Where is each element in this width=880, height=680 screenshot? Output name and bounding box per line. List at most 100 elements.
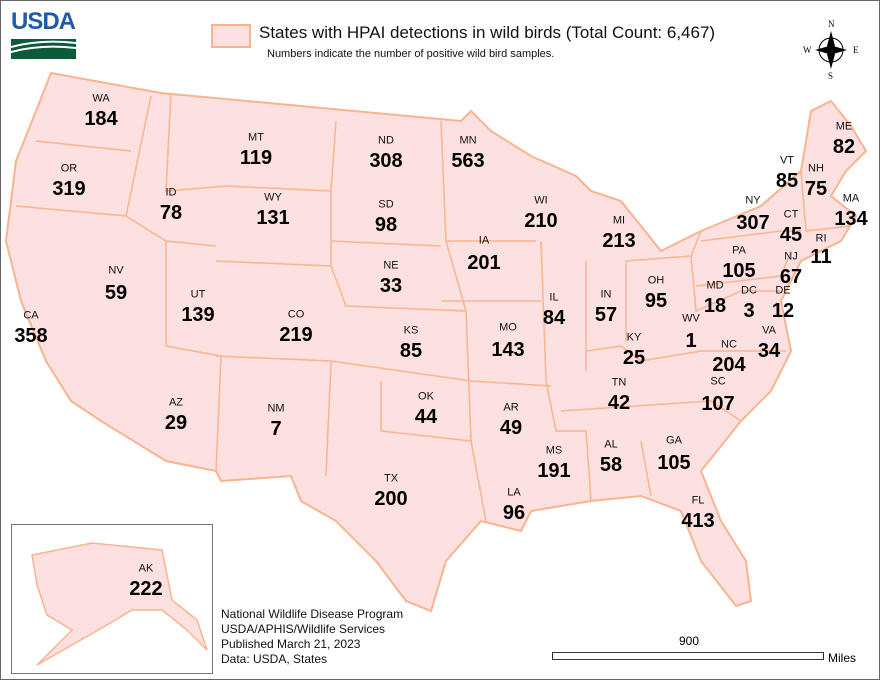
state-abbr-nv: NV: [108, 264, 124, 277]
state-count-nc: 204: [712, 354, 746, 376]
credit-line: Data: USDA, States: [221, 652, 328, 666]
state-count-ok: 44: [414, 406, 438, 428]
state-count-mi: 213: [602, 230, 636, 252]
state-abbr-dc: DC: [741, 284, 757, 297]
state-count-ma: 134: [834, 208, 868, 230]
state-abbr-ms: MS: [545, 444, 563, 457]
state-abbr-sd: SD: [378, 198, 394, 211]
state-count-nd: 308: [369, 150, 403, 172]
state-count-mt: 119: [239, 147, 273, 169]
credit-line: National Wildlife Disease Program: [221, 607, 404, 621]
state-count-fl: 413: [681, 510, 715, 532]
state-abbr-ks: KS: [403, 324, 419, 337]
state-count-wv: 1: [685, 330, 697, 352]
state-count-id: 78: [159, 202, 183, 224]
state-abbr-ga: GA: [666, 434, 682, 447]
state-abbr-wv: WV: [682, 312, 700, 325]
state-abbr-co: CO: [287, 308, 305, 321]
alaska-shape: [31, 542, 208, 666]
state-abbr-in: IN: [600, 288, 612, 301]
state-count-va: 34: [757, 340, 781, 362]
state-count-ri: 11: [810, 246, 832, 268]
state-abbr-fl: FL: [691, 494, 705, 507]
compass-s: S: [828, 71, 834, 81]
alaska-inset: [11, 524, 213, 674]
state-count-nm: 7: [270, 418, 282, 440]
state-abbr-va: VA: [762, 324, 776, 337]
state-count-in: 57: [594, 304, 618, 326]
state-count-ar: 49: [499, 417, 523, 439]
state-count-me: 82: [832, 136, 856, 158]
state-abbr-wy: WY: [264, 191, 282, 204]
state-count-md: 18: [703, 295, 727, 317]
state-count-az: 29: [164, 412, 188, 434]
state-count-pa: 105: [722, 260, 756, 282]
state-borders: [15, 92, 852, 522]
credits: National Wildlife Disease Program USDA/A…: [221, 607, 403, 667]
state-count-de: 12: [771, 300, 795, 322]
state-abbr-tn: TN: [611, 376, 627, 389]
compass-rose-icon: N S W E: [801, 19, 861, 81]
legend-title: States with HPAI detections in wild bird…: [259, 23, 716, 42]
state-count-sd: 98: [374, 214, 398, 236]
state-abbr-wi: WI: [534, 194, 548, 207]
scale-unit: Miles: [828, 651, 857, 665]
contiguous-us-outline: [4, 71, 868, 613]
state-abbr-wa: WA: [92, 92, 110, 105]
state-count-wy: 131: [256, 207, 290, 229]
state-count-la: 96: [502, 502, 526, 524]
state-count-ny: 307: [736, 212, 770, 234]
state-abbr-mi: MI: [612, 214, 626, 227]
state-count-tn: 42: [607, 392, 631, 414]
state-count-co: 219: [279, 324, 313, 346]
state-abbr-al: AL: [604, 438, 618, 451]
scale-value: 900: [679, 634, 700, 648]
state-abbr-sc: SC: [710, 375, 726, 388]
state-abbr-ca: CA: [23, 309, 39, 322]
state-count-or: 319: [52, 178, 86, 200]
state-count-ne: 33: [379, 275, 403, 297]
state-abbr-id: ID: [165, 186, 177, 199]
state-count-oh: 95: [644, 290, 668, 312]
state-count-wi: 210: [524, 210, 558, 232]
state-abbr-tx: TX: [383, 472, 399, 485]
state-count-sc: 107: [701, 393, 735, 415]
state-abbr-nj: NJ: [784, 250, 798, 263]
state-abbr-nc: NC: [721, 338, 737, 351]
state-count-mn: 563: [451, 150, 485, 172]
state-abbr-or: OR: [60, 162, 78, 175]
state-abbr-oh: OH: [647, 274, 665, 287]
state-count-ut: 139: [181, 304, 215, 326]
state-abbr-ct: CT: [783, 208, 799, 221]
state-count-ca: 358: [14, 325, 48, 347]
state-count-dc: 3: [743, 300, 755, 322]
state-abbr-de: DE: [775, 284, 791, 297]
state-count-al: 58: [599, 454, 623, 476]
state-count-ak: 222: [129, 578, 163, 600]
state-abbr-ut: UT: [190, 288, 206, 301]
state-abbr-ne: NE: [383, 259, 399, 272]
state-count-ga: 105: [657, 452, 691, 474]
usda-logo-mark: [11, 39, 76, 59]
state-abbr-pa: PA: [732, 244, 746, 257]
state-count-nj: 67: [779, 266, 803, 288]
state-abbr-la: LA: [507, 486, 521, 499]
state-count-wa: 184: [84, 108, 118, 130]
state-abbr-ny: NY: [745, 194, 761, 207]
state-abbr-mn: MN: [459, 134, 477, 147]
compass-w: W: [803, 45, 812, 55]
state-abbr-me: ME: [835, 120, 853, 133]
scale-bar: [552, 652, 824, 660]
state-count-ia: 201: [467, 252, 501, 274]
state-abbr-ia: IA: [478, 234, 490, 247]
state-count-nv: 59: [104, 282, 128, 304]
state-abbr-ky: KY: [626, 331, 642, 344]
usda-logo: USDA: [11, 8, 76, 35]
state-abbr-ar: AR: [503, 401, 519, 414]
state-abbr-mo: MO: [499, 321, 517, 334]
state-abbr-az: AZ: [168, 396, 184, 409]
legend-subtitle: Numbers indicate the number of positive …: [267, 48, 555, 60]
state-abbr-ri: RI: [815, 232, 827, 245]
state-abbr-ok: OK: [418, 390, 434, 403]
